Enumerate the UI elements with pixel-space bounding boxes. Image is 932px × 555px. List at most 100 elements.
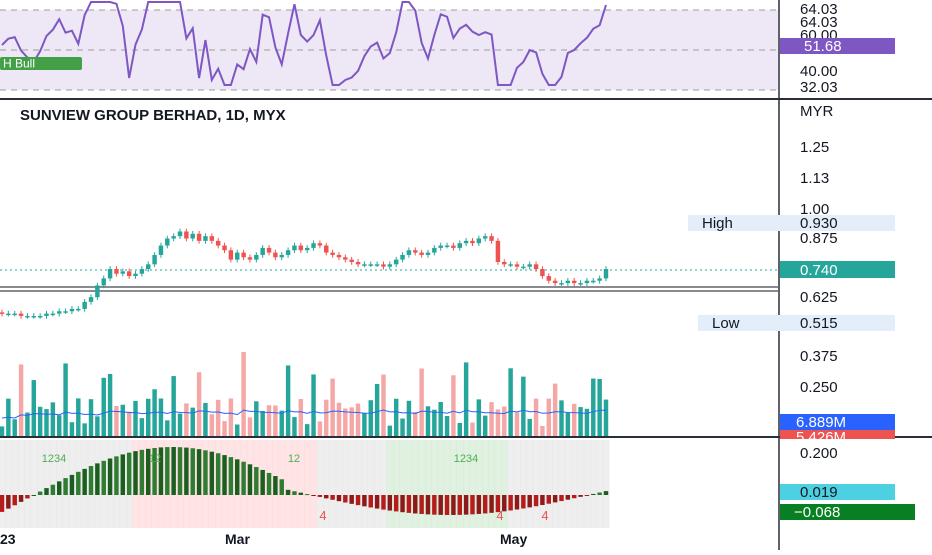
candle-body (584, 280, 590, 284)
price-scale[interactable]: 64.03 64.03 60.00 40.00 32.03 51.68 MYR … (688, 1, 915, 521)
candle-body (470, 240, 475, 244)
osc-bar (406, 495, 412, 513)
volume-bar (362, 413, 367, 436)
h-bull-badge (0, 57, 82, 70)
candle-body (457, 243, 462, 248)
osc-zone (456, 440, 464, 528)
candle-body (508, 264, 513, 266)
volume-bar (82, 423, 87, 436)
volume-bar (317, 421, 323, 436)
osc-zone (545, 440, 553, 528)
osc-bar (25, 495, 30, 499)
candle-body (565, 280, 571, 284)
price-tick-7: 0.250 (800, 379, 838, 396)
volume-bar (254, 401, 259, 436)
time-axis[interactable]: 23 Mar May (0, 531, 527, 547)
osc-bar (521, 495, 526, 509)
osc-bar (158, 447, 164, 495)
candle-body (527, 264, 532, 267)
volume-bar (235, 424, 240, 436)
candle-body (451, 245, 456, 248)
osc-bar (565, 495, 571, 500)
osc-badge-2 (780, 504, 915, 520)
osc-bar (260, 469, 265, 495)
osc-bar (114, 456, 119, 495)
volume-bar (591, 378, 596, 436)
osc-zone (437, 440, 445, 528)
osc-bar (107, 458, 113, 495)
volume-bar (355, 403, 361, 436)
candle-body (266, 247, 272, 253)
osc-bar (50, 484, 56, 495)
osc-marker-1: 1234 (42, 453, 66, 465)
osc-zone (431, 440, 439, 528)
osc-zone (539, 440, 547, 528)
osc-zone (354, 440, 362, 528)
candle-body (133, 273, 138, 277)
osc-bar (101, 460, 106, 495)
price-pane: SUNVIEW GROUP BERHAD, 1D, MYX (0, 107, 778, 436)
osc-bar (177, 447, 183, 495)
osc-marker-6: 4 (496, 508, 503, 523)
oscillator-pane: 1234 12 12 1234 4 4 4 (0, 440, 610, 528)
osc-bar (146, 448, 151, 495)
price-tick-5: 0.625 (800, 289, 838, 306)
candle-body (76, 308, 81, 311)
osc-bar (603, 491, 609, 495)
osc-zone (348, 440, 356, 528)
osc-zone (335, 440, 343, 528)
osc-bar (31, 495, 37, 496)
osc-marker-5: 4 (319, 508, 326, 523)
candle-body (88, 297, 94, 302)
candle-body (44, 313, 49, 316)
volume-value-2: 5.426M (796, 429, 846, 446)
osc-zone (571, 440, 578, 528)
volume-bar (184, 403, 189, 436)
volume-bar (425, 406, 431, 436)
volume-bar (330, 378, 335, 436)
volume-bar (215, 399, 221, 436)
rsi-line (1, 0, 607, 86)
osc-bar (463, 495, 469, 515)
candle-body (571, 280, 577, 284)
oscillator-histogram (0, 447, 609, 515)
osc-zone (316, 440, 324, 528)
candle-body (419, 252, 424, 255)
volume-bar (95, 416, 100, 436)
volume-bar (374, 383, 380, 436)
osc-bar (82, 468, 87, 495)
last-price-badge (780, 261, 895, 278)
osc-zone (405, 440, 413, 528)
candle-body (406, 250, 412, 255)
osc-zone (43, 440, 51, 528)
osc-bar (241, 461, 246, 495)
candle-body (298, 245, 304, 251)
osc-zone (399, 440, 407, 528)
volume-bar (25, 412, 30, 436)
osc-zone (310, 440, 318, 528)
osc-bar (139, 449, 145, 495)
osc-zone (532, 440, 540, 528)
osc-bar (381, 495, 386, 510)
osc-bar (400, 495, 405, 513)
osc-bar (387, 495, 393, 511)
volume-bar (324, 399, 329, 436)
osc-zone (304, 440, 311, 528)
volume-bar (56, 415, 62, 436)
volume-bar (565, 412, 571, 436)
candle-body (254, 254, 259, 260)
candle-body (63, 311, 68, 313)
candle-body (343, 257, 348, 260)
osc-zone (424, 440, 432, 528)
osc-bar (451, 495, 456, 515)
volume-bar (120, 404, 126, 436)
volume-bar (171, 376, 176, 436)
volume-bar (578, 407, 583, 436)
osc-bar (527, 495, 532, 508)
osc-bar (368, 495, 373, 508)
candle-body (25, 315, 30, 318)
osc-bar (343, 495, 348, 503)
osc-zone (367, 440, 375, 528)
